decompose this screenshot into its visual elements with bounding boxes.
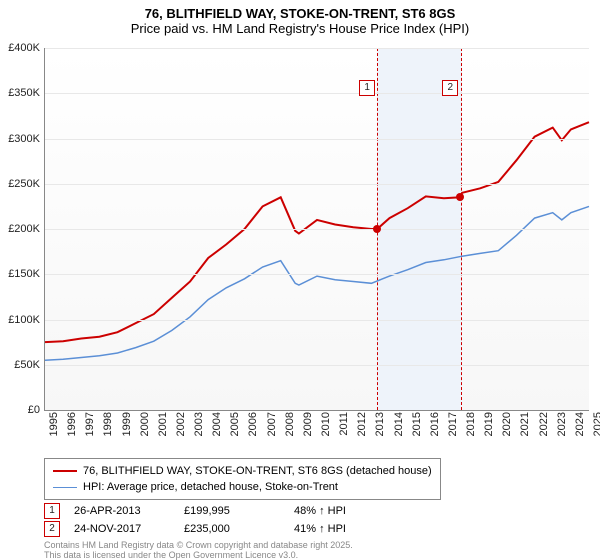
x-axis-label: 2000 [139,412,151,452]
x-axis-label: 2004 [211,412,223,452]
y-axis-label: £350K [8,87,40,99]
gridline [45,365,589,366]
x-axis-label: 2014 [393,412,405,452]
x-axis-label: 2021 [519,412,531,452]
x-axis-label: 2019 [483,412,495,452]
chart-container: 76, BLITHFIELD WAY, STOKE-ON-TRENT, ST6 … [0,0,600,560]
x-axis-label: 2009 [302,412,314,452]
legend: 76, BLITHFIELD WAY, STOKE-ON-TRENT, ST6 … [44,458,441,500]
y-axis-label: £150K [8,268,40,280]
plot-area: 12 [44,48,589,411]
x-axis-label: 2005 [229,412,241,452]
gridline [45,184,589,185]
series-price_paid [45,122,589,342]
x-axis-label: 2002 [175,412,187,452]
legend-item: 76, BLITHFIELD WAY, STOKE-ON-TRENT, ST6 … [53,463,432,479]
x-axis-label: 2025 [592,412,600,452]
y-axis-label: £50K [14,359,40,371]
x-axis-label: 1996 [66,412,78,452]
legend-item: HPI: Average price, detached house, Stok… [53,479,432,495]
footer-attribution: Contains HM Land Registry data © Crown c… [44,540,353,560]
x-axis-label: 2017 [447,412,459,452]
x-axis-label: 1999 [121,412,133,452]
x-axis-label: 2016 [429,412,441,452]
x-axis-label: 2015 [411,412,423,452]
y-axis-label: £100K [8,314,40,326]
chart-title: 76, BLITHFIELD WAY, STOKE-ON-TRENT, ST6 … [0,0,600,36]
table-row: 1 26-APR-2013£199,99548% ↑ HPI [44,502,384,520]
table-cell: 41% ↑ HPI [294,520,384,538]
gridline [45,320,589,321]
x-axis-label: 2008 [284,412,296,452]
title-line-1: 76, BLITHFIELD WAY, STOKE-ON-TRENT, ST6 … [0,6,600,21]
x-axis-label: 2012 [356,412,368,452]
row-marker: 2 [44,521,60,537]
sale-dot [373,225,381,233]
gridline [45,93,589,94]
y-axis-label: £250K [8,178,40,190]
x-axis-label: 2011 [338,412,350,452]
x-axis-label: 1998 [102,412,114,452]
x-axis-label: 2024 [574,412,586,452]
y-axis-label: £200K [8,223,40,235]
legend-swatch [53,470,77,472]
table-cell: 26-APR-2013 [74,502,184,520]
sale-data-table: 1 26-APR-2013£199,99548% ↑ HPI 2 24-NOV-201… [44,502,384,538]
sale-marker: 1 [359,80,375,96]
legend-swatch [53,487,77,488]
x-axis-label: 2018 [465,412,477,452]
legend-label: HPI: Average price, detached house, Stok… [83,479,338,495]
x-axis-label: 2013 [374,412,386,452]
table-cell: 48% ↑ HPI [294,502,384,520]
gridline [45,139,589,140]
row-marker: 1 [44,503,60,519]
x-axis-label: 2007 [266,412,278,452]
y-axis-label: £300K [8,133,40,145]
x-axis-label: 2003 [193,412,205,452]
x-axis-label: 2001 [157,412,169,452]
footer-line-2: This data is licensed under the Open Gov… [44,550,353,560]
x-axis-label: 1997 [84,412,96,452]
gridline [45,48,589,49]
x-axis-label: 2020 [501,412,513,452]
footer-line-1: Contains HM Land Registry data © Crown c… [44,540,353,550]
gridline [45,274,589,275]
x-axis-label: 1995 [48,412,60,452]
x-axis-label: 2006 [247,412,259,452]
x-axis-label: 2010 [320,412,332,452]
x-axis-label: 2022 [538,412,550,452]
table-row: 2 24-NOV-2017£235,00041% ↑ HPI [44,520,384,538]
table-cell: 24-NOV-2017 [74,520,184,538]
x-axis-label: 2023 [556,412,568,452]
title-line-2: Price paid vs. HM Land Registry's House … [0,21,600,36]
sale-marker: 2 [442,80,458,96]
table-cell: £235,000 [184,520,294,538]
sale-dot [456,193,464,201]
legend-label: 76, BLITHFIELD WAY, STOKE-ON-TRENT, ST6 … [83,463,432,479]
y-axis-label: £0 [28,404,40,416]
y-axis-label: £400K [8,42,40,54]
table-cell: £199,995 [184,502,294,520]
gridline [45,229,589,230]
